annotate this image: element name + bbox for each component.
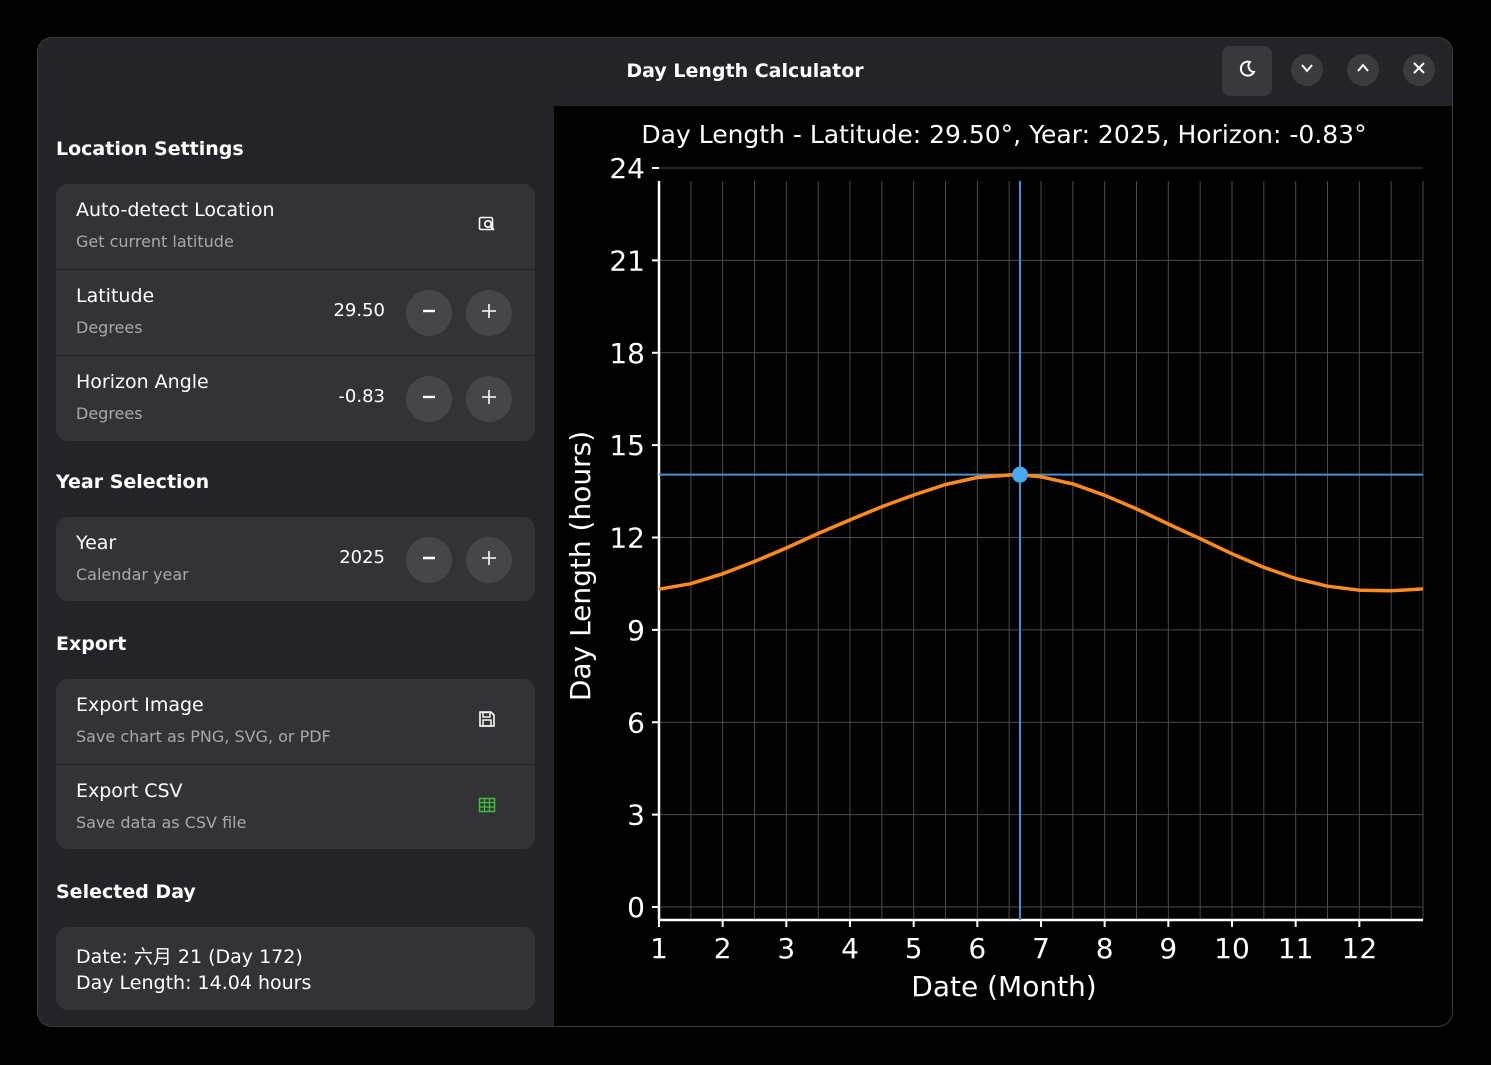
year-decrement-button[interactable]: [406, 537, 452, 583]
titlebar: Day Length Calculator: [38, 38, 1452, 106]
horizon-increment-button[interactable]: [466, 376, 512, 422]
year-title: Year: [76, 532, 117, 554]
export-heading: Export: [56, 633, 127, 655]
y-tick-label: 9: [627, 614, 645, 647]
selected-day-length: Day Length: 14.04 hours: [76, 972, 312, 994]
latitude-subtitle: Degrees: [76, 318, 143, 337]
x-tick-label: 10: [1214, 932, 1250, 965]
export-csv-row[interactable]: Export CSV Save data as CSV file: [56, 765, 535, 849]
close-icon: [1411, 60, 1427, 80]
year-card: Year Calendar year 2025: [56, 517, 535, 601]
export-image-title: Export Image: [76, 694, 204, 716]
latitude-decrement-button[interactable]: [406, 290, 452, 336]
y-tick-label: 24: [609, 152, 645, 185]
selected-day-date: Date: 六月 21 (Day 172): [76, 946, 303, 968]
chart-panel[interactable]: Day Length - Latitude: 29.50°, Year: 202…: [554, 106, 1452, 1026]
minus-icon: [421, 550, 437, 570]
day-length-chart[interactable]: Day Length - Latitude: 29.50°, Year: 202…: [554, 106, 1452, 1026]
year-row: Year Calendar year 2025: [56, 517, 535, 601]
horizon-value: -0.83: [338, 386, 385, 407]
minus-icon: [421, 389, 437, 409]
app-window: Day Length Calculator Location Settings: [38, 38, 1452, 1026]
moon-icon: [1237, 59, 1257, 83]
y-tick-label: 0: [627, 891, 645, 924]
window-title: Day Length Calculator: [626, 60, 864, 82]
selected-day-card: Date: 六月 21 (Day 172) Day Length: 14.04 …: [56, 927, 535, 1010]
auto-detect-row[interactable]: Auto-detect Location Get current latitud…: [56, 184, 535, 270]
horizon-subtitle: Degrees: [76, 404, 143, 423]
chevron-up-icon: [1355, 60, 1371, 80]
minimize-button[interactable]: [1291, 54, 1323, 86]
horizon-row: Horizon Angle Degrees -0.83: [56, 356, 535, 441]
dark-mode-button[interactable]: [1222, 46, 1272, 96]
export-csv-subtitle: Save data as CSV file: [76, 813, 247, 832]
latitude-row: Latitude Degrees 29.50: [56, 270, 535, 356]
horizon-title: Horizon Angle: [76, 371, 209, 393]
sidebar: Location Settings Auto-detect Location G…: [38, 106, 554, 1026]
year-increment-button[interactable]: [466, 537, 512, 583]
y-tick-label: 21: [609, 244, 645, 277]
day-length-curve: [658, 472, 1424, 593]
y-tick-label: 6: [627, 706, 645, 739]
maximize-button[interactable]: [1347, 54, 1379, 86]
y-tick-label: 12: [609, 522, 645, 555]
x-tick-label: 2: [714, 932, 732, 965]
x-tick-label: 4: [841, 932, 859, 965]
chart-title: Day Length - Latitude: 29.50°, Year: 202…: [641, 120, 1366, 149]
auto-detect-subtitle: Get current latitude: [76, 232, 234, 251]
y-tick-label: 15: [609, 429, 645, 462]
auto-detect-title: Auto-detect Location: [76, 199, 275, 221]
save-icon[interactable]: [475, 707, 499, 731]
location-card: Auto-detect Location Get current latitud…: [56, 184, 535, 441]
latitude-value: 29.50: [333, 300, 385, 321]
plus-icon: [480, 388, 498, 410]
export-csv-title: Export CSV: [76, 780, 183, 802]
latitude-increment-button[interactable]: [466, 290, 512, 336]
x-tick-label: 12: [1342, 932, 1378, 965]
x-tick-label: 7: [1032, 932, 1050, 965]
x-tick-label: 6: [968, 932, 986, 965]
x-axis-label: Date (Month): [911, 970, 1096, 1003]
y-tick-label: 3: [627, 799, 645, 832]
spreadsheet-icon[interactable]: [475, 793, 499, 817]
location-settings-heading: Location Settings: [56, 138, 244, 160]
selected-day-marker: [1011, 466, 1028, 483]
year-selection-heading: Year Selection: [56, 471, 210, 493]
x-tick-label: 5: [905, 932, 923, 965]
year-value: 2025: [339, 547, 385, 568]
plus-icon: [480, 549, 498, 571]
close-button[interactable]: [1403, 54, 1435, 86]
export-image-subtitle: Save chart as PNG, SVG, or PDF: [76, 727, 331, 746]
chevron-down-icon: [1299, 60, 1315, 80]
x-tick-label: 1: [650, 932, 668, 965]
minus-icon: [421, 303, 437, 323]
x-tick-label: 11: [1278, 932, 1314, 965]
latitude-title: Latitude: [76, 285, 155, 307]
plus-icon: [480, 302, 498, 324]
location-search-icon[interactable]: [475, 212, 499, 236]
selected-day-heading: Selected Day: [56, 881, 196, 903]
export-image-row[interactable]: Export Image Save chart as PNG, SVG, or …: [56, 679, 535, 765]
x-tick-label: 9: [1159, 932, 1177, 965]
horizon-decrement-button[interactable]: [406, 376, 452, 422]
year-subtitle: Calendar year: [76, 565, 189, 584]
x-tick-label: 8: [1096, 932, 1114, 965]
x-tick-label: 3: [777, 932, 795, 965]
y-tick-label: 18: [609, 337, 645, 370]
y-axis-label: Day Length (hours): [564, 431, 597, 701]
export-card: Export Image Save chart as PNG, SVG, or …: [56, 679, 535, 849]
